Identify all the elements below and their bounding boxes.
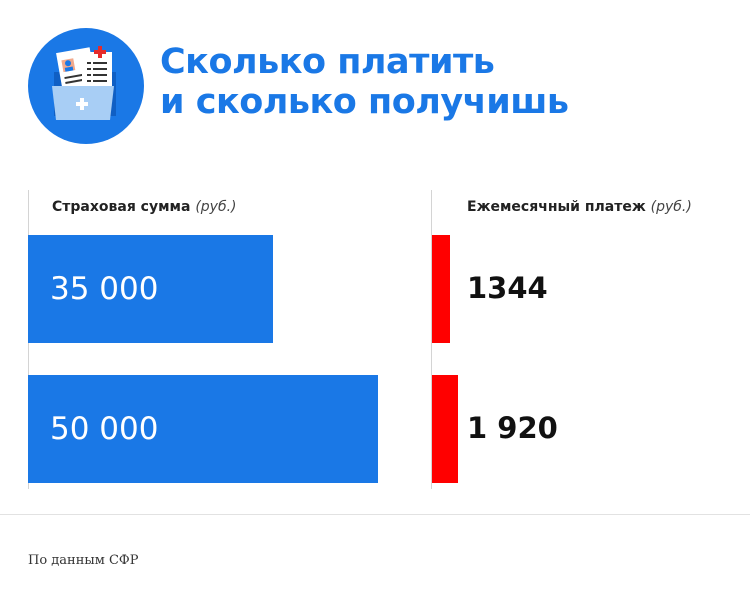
sum-bar-label: 50 000 xyxy=(50,411,159,447)
payment-bar-label: 1344 xyxy=(467,271,548,305)
title-line-2: и сколько получишь xyxy=(160,82,569,122)
sum-bar: 35 000 xyxy=(28,235,273,343)
sum-header-unit: (руб.) xyxy=(195,199,237,215)
source-note: По данным СФР xyxy=(28,553,139,568)
sum-header-label: Страховая сумма xyxy=(52,199,191,215)
medical-folder-icon xyxy=(28,28,144,144)
right-axis-line xyxy=(431,190,432,489)
page-title: Сколько платить и сколько получишь xyxy=(160,42,569,122)
title-line-1: Сколько платить xyxy=(160,42,495,82)
payment-header-unit: (руб.) xyxy=(650,199,692,215)
payment-bar xyxy=(432,235,451,343)
payment-header-label: Ежемесячный платеж xyxy=(467,199,646,215)
sum-column-header: Страховая сумма (руб.) xyxy=(52,199,237,215)
payment-bar xyxy=(432,375,458,483)
payment-bar-label: 1 920 xyxy=(467,411,558,445)
sum-bar-label: 35 000 xyxy=(50,271,159,307)
footer-divider xyxy=(0,514,750,515)
payment-column-header: Ежемесячный платеж (руб.) xyxy=(467,199,692,215)
sum-bar: 50 000 xyxy=(28,375,378,483)
